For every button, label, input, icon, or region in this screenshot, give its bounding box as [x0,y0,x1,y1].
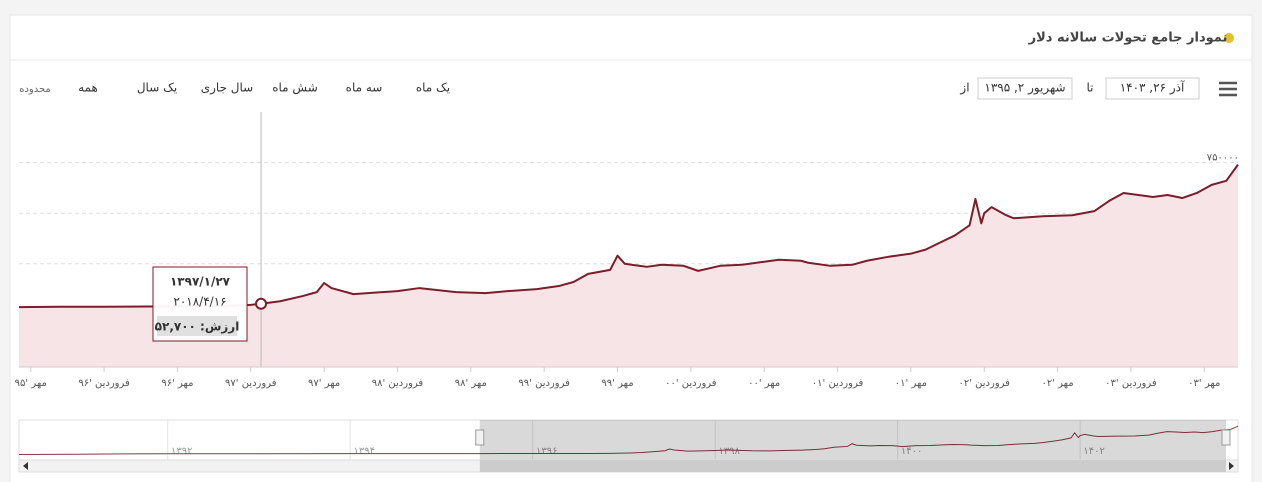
range-button[interactable]: یک ماه [416,81,450,95]
x-tick-label: فروردین '۹۹ [518,378,570,389]
y-tick-label: ۷۵۰۰۰۰ [1207,153,1239,164]
tooltip-value: ارزش: ۵۲,۷۰۰ [155,320,240,334]
to-input[interactable] [1105,77,1200,100]
menu-icon[interactable] [1219,81,1237,97]
x-tick-label: مهر '۰۳ [1188,378,1220,389]
scrollbar-thumb[interactable] [479,460,1227,472]
series-line [18,164,1239,309]
scroll-left[interactable] [23,462,28,470]
x-tick-label: مهر '۹۶ [161,378,193,389]
navigator-label: ۱۳۹۴ [353,446,374,457]
range-button[interactable]: شش ماه [272,81,318,96]
navigator-line [18,425,1239,456]
range-button[interactable]: سال جاری [201,81,254,96]
navigator-label: ۱۳۹۲ [171,446,192,457]
x-tick-label: فروردین '۹۷ [225,378,277,389]
range-button[interactable]: سه ماه [346,81,383,95]
x-tick-label: مهر '۰۰ [748,378,780,389]
navigator-label: ۱۴۰۰ [901,446,922,457]
navigator-handle[interactable] [475,429,485,446]
navigator-label: ۱۴۰۲ [1083,446,1104,457]
from-date: شهریور ۲, ۱۳۹۵ [984,81,1065,96]
navigator-label: ۱۳۹۸ [718,446,740,457]
x-tick-label: مهر '۰۲ [1041,378,1073,389]
navigator-label: ۱۳۹۶ [536,446,557,457]
range-label: محدوده [19,84,51,95]
area-fill [19,164,1238,367]
tooltip-date: ۱۳۹۷/۱/۲۷ [170,275,231,289]
to-date: آذر ۲۶, ۱۴۰۳ [1120,80,1185,96]
x-tick-label: فروردین '۹۸ [372,378,424,389]
title-dot [1224,33,1234,43]
x-tick-label: فروردین '۹۶ [78,378,130,389]
range-button[interactable]: یک سال [137,81,177,95]
from-input[interactable] [977,77,1073,100]
tooltip-gregorian: ۲۰۱۸/۴/۱۶ [173,295,226,309]
x-tick-label: مهر '۹۸ [455,378,487,389]
navigator-handle[interactable] [1221,429,1231,446]
scroll-right[interactable] [1229,462,1234,470]
x-tick-label: مهر '۹۹ [601,378,633,389]
x-tick-label: فروردین '۰۱ [812,378,864,389]
x-tick-label: مهر '۰۱ [895,378,927,389]
to-label: تا [1087,81,1094,95]
x-tick-label: فروردین '۰۳ [1105,378,1157,389]
x-tick-label: فروردین '۰۰ [665,378,717,389]
tooltip-marker [255,297,268,310]
navigator-selection [479,420,1227,460]
tooltip-value-bg [157,316,237,336]
chart-title: نمودار جامع تحولات سالانه دلار [1028,31,1228,46]
range-button[interactable]: همه [78,81,98,95]
x-tick-label: مهر '۹۵ [15,378,47,389]
x-tick-label: فروردین '۰۲ [958,378,1010,389]
x-tick-label: مهر '۹۷ [308,378,340,389]
from-label: از [959,81,969,96]
